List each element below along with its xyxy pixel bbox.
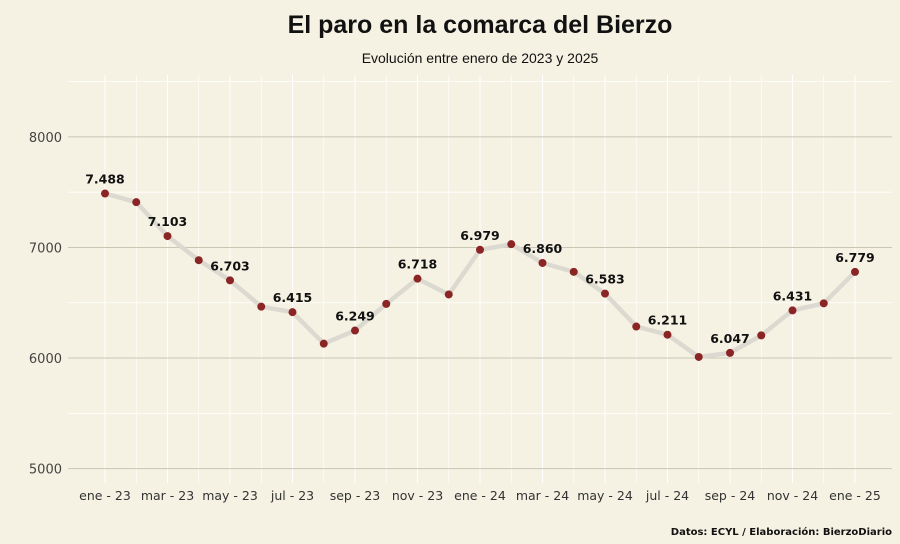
data-labels: 7.488 7.103 6.703 6.415 6.249 6.718 6.979 6.860… — [85, 172, 875, 346]
data-point — [194, 256, 203, 265]
data-label: 6.779 — [835, 250, 875, 265]
data-point — [257, 302, 266, 311]
x-tick-label: sep - 23 — [330, 488, 381, 503]
data-point — [351, 326, 359, 335]
data-point — [507, 240, 516, 249]
data-point — [382, 299, 391, 308]
data-point — [444, 290, 453, 299]
data-label: 6.718 — [398, 257, 438, 272]
data-point — [226, 276, 234, 285]
data-label: 6.979 — [460, 228, 500, 243]
data-point — [132, 198, 141, 207]
data-point — [101, 189, 109, 198]
data-label: 6.431 — [773, 288, 813, 303]
data-point — [851, 267, 859, 276]
x-tick-label: jul - 23 — [270, 488, 314, 503]
data-point — [163, 232, 172, 241]
x-axis-ticks: ene - 23 mar - 23 may - 23 jul - 23 sep - 23… — [79, 488, 881, 503]
x-tick-label: mar - 23 — [141, 488, 194, 503]
x-tick-label: ene - 23 — [79, 488, 131, 503]
x-tick-label: may - 24 — [577, 488, 633, 503]
data-label: 7.488 — [85, 172, 125, 187]
x-tick-label: nov - 23 — [392, 488, 443, 503]
x-tick-label: mar - 24 — [516, 488, 569, 503]
data-point — [726, 348, 734, 357]
x-tick-label: may - 23 — [202, 488, 258, 503]
data-label: 6.860 — [523, 241, 563, 256]
y-tick-label: 5000 — [29, 463, 62, 478]
data-point — [476, 245, 484, 254]
x-tick-label: ene - 25 — [829, 488, 881, 503]
data-label: 6.047 — [710, 331, 750, 346]
y-tick-label: 6000 — [29, 352, 62, 367]
data-point — [819, 299, 828, 308]
chart-title: El paro en la comarca del Bierzo — [288, 11, 673, 39]
data-label: 7.103 — [148, 214, 188, 229]
data-label: 6.211 — [648, 313, 688, 328]
data-point — [632, 322, 641, 331]
data-point — [788, 306, 797, 315]
source-note: Datos: ECYL / Elaboración: BierzoDiario — [671, 526, 892, 538]
x-tick-label: sep - 24 — [705, 488, 756, 503]
data-label: 6.583 — [585, 272, 625, 287]
data-point — [663, 330, 672, 339]
y-axis-ticks: 5000 6000 7000 8000 — [29, 131, 62, 478]
data-point — [538, 258, 547, 267]
grid — [68, 75, 892, 483]
data-point — [569, 267, 578, 276]
x-tick-label: ene - 24 — [454, 488, 506, 503]
data-label: 6.703 — [210, 258, 250, 273]
data-label: 6.415 — [273, 290, 313, 305]
data-points — [101, 189, 859, 361]
chart-subtitle: Evolución entre enero de 2023 y 2025 — [362, 50, 599, 66]
data-point — [413, 274, 422, 283]
y-tick-label: 8000 — [29, 131, 62, 146]
x-tick-label: jul - 24 — [645, 488, 689, 503]
data-point — [288, 308, 297, 317]
data-point — [757, 331, 766, 340]
data-point — [319, 339, 328, 348]
data-point — [601, 289, 609, 298]
data-point — [694, 352, 703, 361]
y-tick-label: 7000 — [29, 241, 62, 256]
x-tick-label: nov - 24 — [767, 488, 818, 503]
data-label: 6.249 — [335, 309, 375, 324]
